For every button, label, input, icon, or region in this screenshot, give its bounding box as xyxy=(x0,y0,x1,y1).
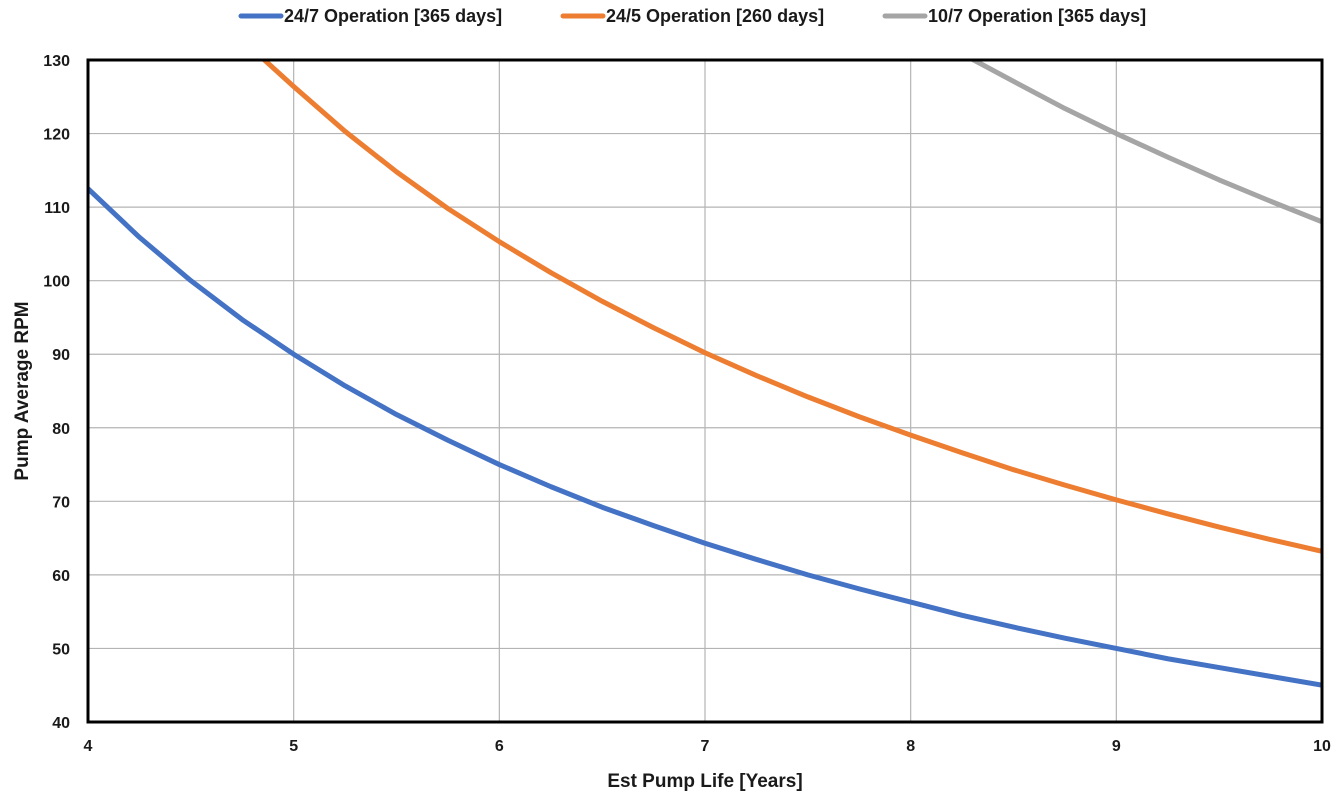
y-tick-label: 70 xyxy=(52,494,70,511)
series-line-3 xyxy=(969,60,1322,225)
y-tick-label: 130 xyxy=(43,53,70,70)
x-tick-label: 8 xyxy=(906,738,915,755)
y-tick-label: 120 xyxy=(43,127,70,144)
plot-frame xyxy=(86,58,1324,724)
series-lines xyxy=(88,60,1322,688)
y-tick-label: 90 xyxy=(52,347,70,364)
y-tick-label: 50 xyxy=(52,641,70,658)
x-axis-title: Est Pump Life [Years] xyxy=(607,771,802,792)
y-tick-label: 100 xyxy=(43,274,70,291)
legend-label-3: 10/7 Operation [365 days] xyxy=(928,6,1146,26)
x-tick-label: 7 xyxy=(701,738,710,755)
y-axis-title: Pump Average RPM xyxy=(12,301,33,480)
y-tick-labels: 40 50 60 70 80 90 100 110 120 130 xyxy=(43,53,70,732)
series-line-2 xyxy=(260,60,1322,554)
legend-label-1: 24/7 Operation [365 days] xyxy=(284,6,502,26)
legend: 24/7 Operation [365 days] 24/5 Operation … xyxy=(238,6,1146,26)
y-tick-label: 60 xyxy=(52,568,70,585)
series-line-1 xyxy=(88,186,1322,688)
x-tick-label: 4 xyxy=(84,738,93,755)
grid-lines xyxy=(87,59,1323,723)
x-tick-labels: 4 5 6 7 8 9 10 xyxy=(84,738,1331,755)
y-tick-label: 80 xyxy=(52,421,70,438)
x-tick-label: 9 xyxy=(1112,738,1121,755)
x-tick-label: 5 xyxy=(289,738,298,755)
y-tick-label: 110 xyxy=(44,200,70,217)
legend-label-2: 24/5 Operation [260 days] xyxy=(606,6,824,26)
x-tick-label: 10 xyxy=(1313,738,1331,755)
x-tick-label: 6 xyxy=(495,738,504,755)
y-tick-label: 40 xyxy=(52,715,70,732)
